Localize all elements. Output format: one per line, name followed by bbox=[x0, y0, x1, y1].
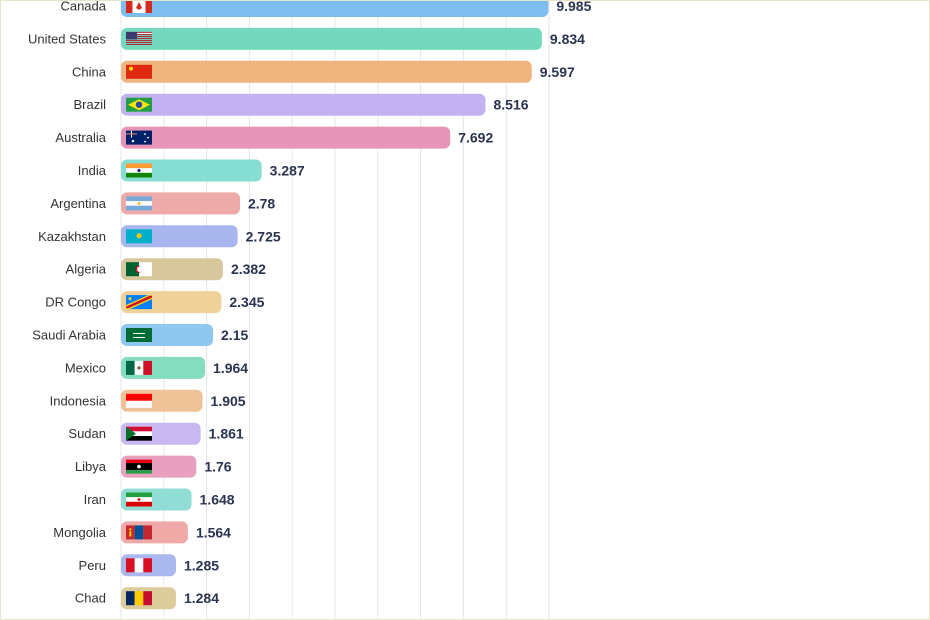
bar-row: China 9.597 bbox=[72, 60, 575, 83]
value-label: 9.834 bbox=[550, 31, 585, 47]
bar-row: DR Congo 2.345 bbox=[45, 291, 265, 314]
india-flag bbox=[126, 163, 152, 178]
bar-row: United States 9.834 bbox=[28, 27, 585, 50]
category-label: DR Congo bbox=[45, 295, 106, 310]
bar-row: Mongolia 1.564 bbox=[53, 521, 231, 544]
value-label: 2.78 bbox=[248, 195, 275, 211]
category-label: Peru bbox=[79, 558, 106, 573]
bar-row: Kazakhstan 2.725 bbox=[38, 225, 281, 248]
iran-flag bbox=[126, 492, 152, 507]
category-label: Saudi Arabia bbox=[32, 328, 106, 343]
value-label: 7.692 bbox=[458, 130, 493, 146]
chad-flag bbox=[126, 591, 152, 606]
value-label: 2.382 bbox=[231, 261, 266, 277]
value-label: 2.15 bbox=[221, 327, 248, 343]
value-label: 1.861 bbox=[209, 426, 244, 442]
value-label: 1.76 bbox=[204, 459, 231, 475]
bar-row: Chad 1.284 bbox=[75, 587, 219, 610]
bar-row: Mexico 1.964 bbox=[65, 356, 248, 379]
value-label: 1.284 bbox=[184, 590, 219, 606]
bar-row: India 3.287 bbox=[78, 159, 305, 182]
bar-row: Iran 1.648 bbox=[84, 488, 235, 511]
sudan-flag bbox=[126, 426, 152, 441]
bar-row: Libya 1.76 bbox=[75, 455, 232, 478]
category-label: Canada bbox=[60, 1, 106, 14]
bar-row: Australia 7.692 bbox=[55, 126, 493, 149]
value-label: 3.287 bbox=[270, 163, 305, 179]
category-label: Argentina bbox=[50, 196, 106, 211]
kazakhstan-flag bbox=[126, 229, 152, 244]
mongolia-flag bbox=[126, 525, 152, 540]
canada-flag bbox=[126, 1, 152, 13]
category-label: Indonesia bbox=[50, 393, 107, 408]
peru-flag bbox=[126, 558, 152, 573]
category-label: Algeria bbox=[66, 262, 107, 277]
category-label: Iran bbox=[84, 492, 106, 507]
value-label: 1.564 bbox=[196, 524, 231, 540]
drcongo-flag bbox=[126, 295, 152, 310]
algeria-flag bbox=[126, 262, 152, 277]
value-label: 9.597 bbox=[540, 64, 575, 80]
indonesia-flag bbox=[126, 393, 152, 408]
value-label: 2.345 bbox=[229, 294, 264, 310]
argentina-flag bbox=[126, 196, 152, 211]
bar-row: Brazil 8.516 bbox=[73, 93, 529, 116]
value-label: 2.725 bbox=[246, 228, 281, 244]
category-label: United States bbox=[28, 31, 107, 46]
category-label: Libya bbox=[75, 459, 107, 474]
libya-flag bbox=[126, 459, 152, 474]
bar-row: Saudi Arabia 2.15 bbox=[32, 324, 248, 346]
category-label: China bbox=[72, 64, 107, 79]
brazil-flag bbox=[126, 97, 152, 112]
value-label: 1.648 bbox=[200, 492, 235, 508]
australia-flag bbox=[126, 130, 152, 145]
value-label: 1.285 bbox=[184, 557, 219, 573]
usa-flag bbox=[126, 31, 152, 45]
value-label: 1.964 bbox=[213, 360, 248, 376]
value-label: 1.905 bbox=[211, 393, 246, 409]
bar-row: Indonesia 1.905 bbox=[50, 389, 246, 412]
saudi-arabia-flag bbox=[126, 328, 152, 342]
bar bbox=[121, 27, 542, 50]
bar-row: Canada 9.985 bbox=[60, 1, 592, 17]
bar bbox=[121, 1, 549, 17]
category-label: Chad bbox=[75, 591, 106, 606]
china-flag bbox=[126, 64, 152, 79]
category-label: Australia bbox=[55, 130, 106, 145]
category-label: Mongolia bbox=[53, 525, 107, 540]
bar bbox=[121, 159, 262, 182]
bar bbox=[121, 126, 451, 149]
category-label: Kazakhstan bbox=[38, 229, 106, 244]
mexico-flag bbox=[126, 360, 152, 375]
category-label: India bbox=[78, 163, 107, 178]
bar bbox=[121, 93, 486, 116]
bar-row: Sudan 1.861 bbox=[68, 422, 244, 445]
value-label: 9.985 bbox=[556, 1, 591, 14]
category-label: Mexico bbox=[65, 360, 106, 375]
bar-row: Peru 1.285 bbox=[79, 554, 219, 577]
value-label: 8.516 bbox=[493, 97, 528, 113]
bar bbox=[121, 60, 532, 83]
category-label: Brazil bbox=[73, 97, 106, 112]
bar-row: Argentina 2.78 bbox=[50, 192, 275, 215]
category-label: Sudan bbox=[68, 426, 106, 441]
bar-row: Algeria 2.382 bbox=[66, 258, 266, 281]
